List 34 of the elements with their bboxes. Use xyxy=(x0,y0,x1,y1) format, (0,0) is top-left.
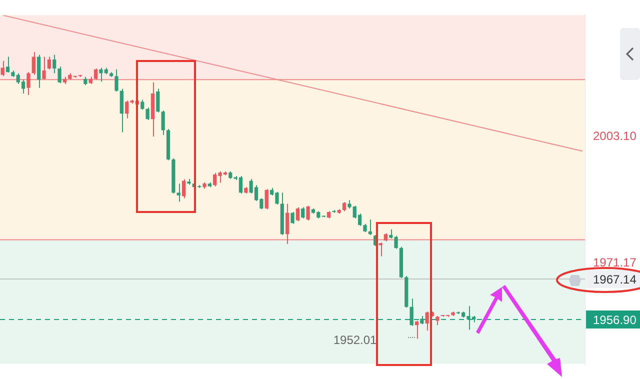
candlestick xyxy=(42,56,46,80)
candlestick xyxy=(425,311,429,332)
candlestick xyxy=(37,54,41,88)
candlestick xyxy=(176,183,180,202)
candlestick xyxy=(0,60,4,77)
candlestick xyxy=(47,56,51,70)
candlestick xyxy=(26,72,30,96)
candlestick xyxy=(182,178,186,199)
candlestick xyxy=(286,203,290,245)
candlestick xyxy=(114,68,118,92)
ref-line-label: 1967.14 xyxy=(593,272,637,286)
candlestick xyxy=(6,56,10,74)
candlestick xyxy=(342,202,346,212)
candlestick xyxy=(32,51,36,76)
candlestick xyxy=(410,298,414,326)
candlestick xyxy=(52,54,56,74)
y-tick-label: 2003.10 xyxy=(593,129,637,144)
candlestick xyxy=(156,88,160,113)
annotation: 1952.01 xyxy=(333,333,378,348)
candlestick xyxy=(296,206,300,222)
candlestick xyxy=(120,88,124,133)
ref-line-label: 1956.90 xyxy=(593,312,637,327)
candlestick xyxy=(94,68,98,80)
candlestick xyxy=(290,212,294,224)
y-tick-label: 1971.17 xyxy=(593,255,637,270)
candlestick xyxy=(161,110,165,136)
candlestick xyxy=(58,66,62,84)
candlestick xyxy=(301,206,305,219)
candlestick xyxy=(146,107,150,120)
candlestick xyxy=(436,315,440,326)
candlestick xyxy=(264,188,268,210)
candlestick xyxy=(414,320,419,340)
candlestick xyxy=(140,99,144,110)
candlestick xyxy=(306,205,310,221)
